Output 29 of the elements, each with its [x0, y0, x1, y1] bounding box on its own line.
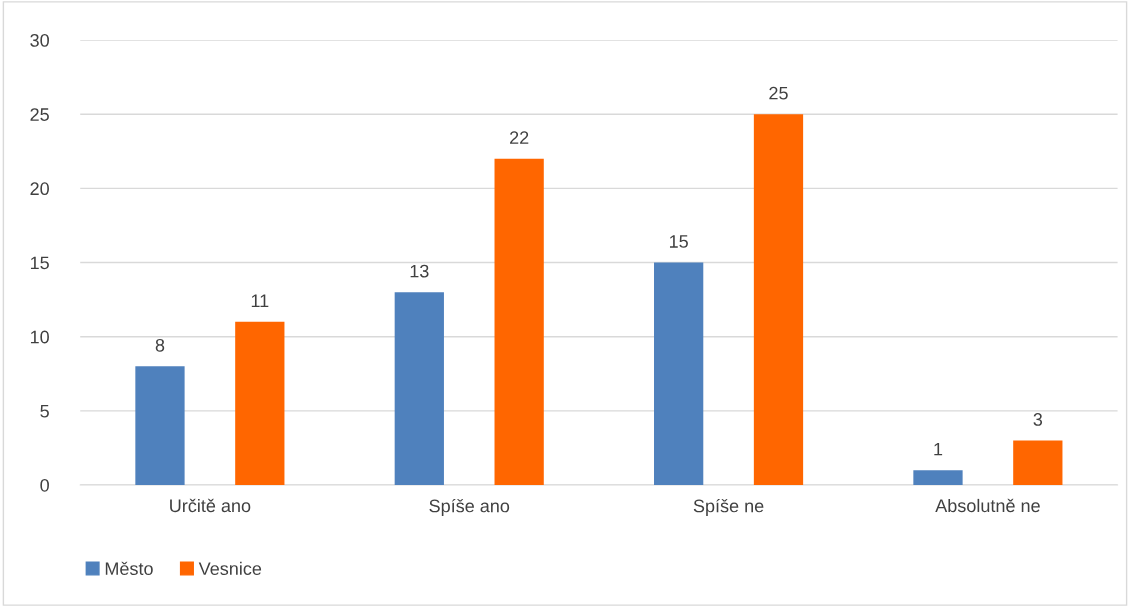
bar: [394, 292, 444, 485]
x-tick-label: Spíše ano: [429, 498, 510, 516]
y-tick-label: 15: [30, 256, 49, 270]
data-label: 1: [934, 442, 943, 456]
bar: [654, 262, 704, 485]
y-tick-label: 5: [40, 404, 49, 418]
bar: [135, 366, 185, 485]
y-tick-label: 10: [30, 330, 49, 344]
x-tick-label: Určitě ano: [170, 498, 251, 513]
y-tick-label: 0: [40, 478, 49, 492]
data-label: 22: [510, 131, 529, 144]
data-label: 11: [251, 294, 269, 307]
bar: [753, 114, 804, 485]
bar: [494, 158, 544, 485]
x-tick-label: Spíše ne: [693, 498, 764, 516]
bar: [913, 470, 963, 485]
data-label: 8: [155, 338, 165, 352]
y-tick-label: 25: [30, 108, 49, 121]
data-label: 25: [769, 86, 788, 100]
bar: [235, 321, 285, 485]
data-label: 13: [410, 264, 429, 278]
legend-label: Město: [105, 561, 153, 576]
y-tick-label: 30: [30, 34, 49, 47]
legend-label: Vesnice: [198, 561, 262, 576]
data-label: 3: [1033, 413, 1043, 426]
data-label: 15: [669, 235, 688, 248]
bar: [1013, 440, 1063, 485]
x-tick-label: Absolutně ne: [935, 498, 1040, 513]
y-tick-label: 20: [30, 182, 49, 196]
